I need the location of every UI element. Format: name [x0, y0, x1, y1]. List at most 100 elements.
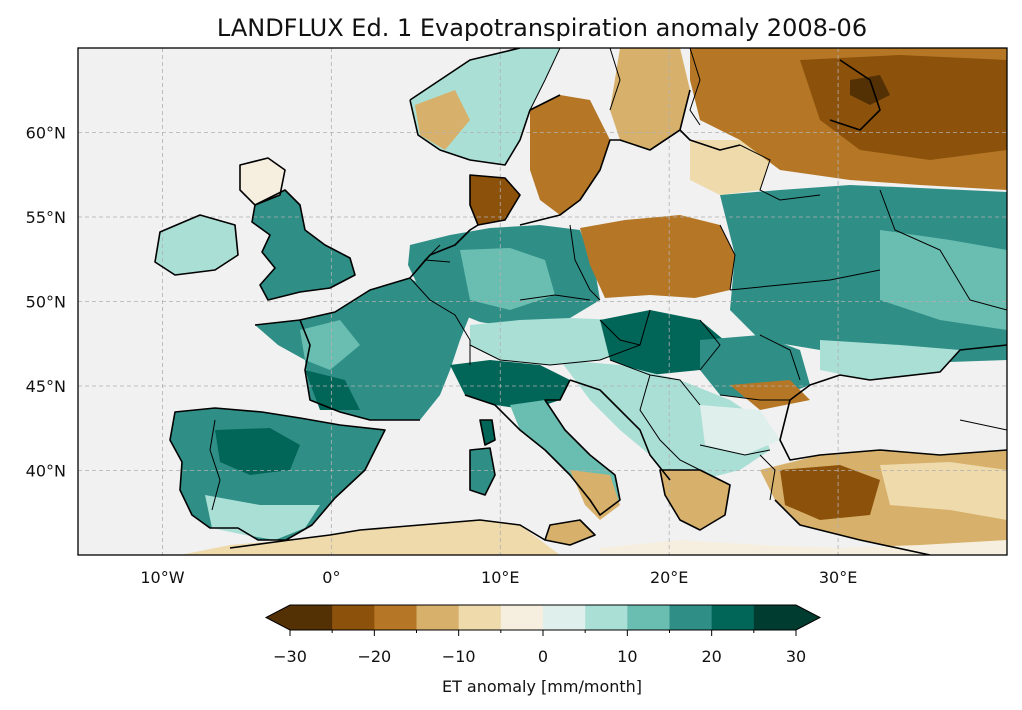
colorbar-tick-label: 10 [617, 647, 637, 666]
colorbar-bin [458, 605, 502, 630]
map-title: LANDFLUX Ed. 1 Evapotranspiration anomal… [217, 14, 867, 42]
ukraine-south [820, 340, 960, 380]
great-britain [252, 190, 355, 300]
coast-sardinia [469, 447, 496, 496]
finland [610, 48, 690, 150]
colorbar-extend-low [266, 605, 290, 630]
baltic-states [690, 140, 770, 195]
x-tick-label: 0° [322, 568, 340, 587]
colorbar-tick-label: 0 [538, 647, 548, 666]
coast-italy [464, 379, 621, 516]
coast-scotland [239, 157, 286, 206]
colorbar-bin [290, 605, 333, 630]
colorbar-extend-high [796, 605, 820, 630]
colorbar-bin [585, 605, 628, 630]
border-caucasus [959, 419, 1007, 431]
colorbar-tick-label: −10 [442, 647, 476, 666]
border-balkan-states [609, 359, 701, 471]
y-tick-label: 45°N [26, 377, 66, 396]
country-borders [209, 48, 1007, 511]
longitude-ticks: 10°W 0° 10°E 20°E 30°E [140, 568, 857, 587]
coast-ireland [154, 214, 239, 276]
y-tick-label: 50°N [26, 293, 66, 312]
border-spain-portugal [209, 419, 221, 511]
colorbar-bin [416, 605, 460, 630]
colorbar-tick-label: −30 [273, 647, 307, 666]
coast-norway [409, 48, 561, 166]
coast-corsica [479, 419, 496, 446]
anatolia-east [880, 462, 1007, 520]
border-benelux [409, 244, 451, 279]
colorbar-label: ET anomaly [mm/month] [442, 677, 642, 696]
russia-patch [850, 75, 890, 105]
colorbar-bin [753, 605, 797, 630]
x-tick-label: 30°E [819, 568, 857, 587]
border-hungary-romania [699, 319, 721, 371]
border-alps [469, 344, 641, 366]
border-ukraine-russia [879, 189, 1007, 311]
border-finland-russia [689, 48, 701, 126]
x-tick-label: 10°E [481, 568, 519, 587]
coast-finland [649, 89, 691, 151]
border-germany-poland [569, 224, 601, 301]
ireland [155, 215, 238, 275]
colorbar-bin [543, 605, 586, 630]
colorbar-bins [290, 605, 797, 630]
border-romania-bulgaria [719, 394, 790, 401]
france-west [300, 320, 360, 370]
north-africa [180, 520, 560, 555]
colorbar-tick-label: 20 [701, 647, 721, 666]
coastlines [154, 48, 1007, 555]
et-anomaly-field [155, 48, 1007, 555]
colorbar-bin [711, 605, 755, 630]
coast-adriatic [569, 379, 671, 481]
colorbar-ticks: −30 −20 −10 0 10 20 30 [273, 630, 806, 666]
colorbar-bin [627, 605, 670, 630]
y-tick-label: 40°N [26, 462, 66, 481]
border-sweden-finland [609, 48, 621, 111]
border-france-spain [339, 411, 395, 421]
coast-sicily [544, 519, 596, 546]
hungary [600, 310, 730, 375]
map-frame [77, 47, 1008, 556]
balkans [560, 360, 770, 480]
bulgaria [700, 405, 780, 455]
denmark [470, 175, 520, 225]
coast-great-britain [251, 189, 356, 301]
colorbar-tick-label: −20 [357, 647, 391, 666]
coast-turkey-south [774, 499, 931, 555]
anatolia-core [780, 465, 880, 520]
coast-iberia [169, 407, 386, 541]
x-tick-label: 10°W [140, 568, 184, 587]
y-tick-label: 55°N [26, 208, 66, 227]
border-belarus-ukraine [729, 269, 881, 291]
colorbar-bin [332, 605, 375, 630]
border-turkey [759, 454, 776, 501]
border-austria-hungary [599, 309, 651, 346]
colorbar-tick-label: 30 [786, 647, 806, 666]
map-panel: 10°W 0° 10°E 20°E 30°E 40°N 45°N 50°N 55°N 60°N [26, 47, 1008, 587]
colorbar-bin [374, 605, 417, 630]
iberia-core [215, 428, 300, 475]
germany-core [460, 248, 555, 310]
sardinia [470, 448, 495, 495]
latitude-ticks: 40°N 45°N 50°N 55°N 60°N [26, 124, 66, 481]
border-germany-czech [519, 294, 591, 301]
y-tick-label: 60°N [26, 124, 66, 143]
north-africa-east [600, 540, 1007, 555]
scotland [240, 158, 285, 205]
poland [580, 215, 735, 298]
coast-greece [659, 469, 731, 531]
alpine-region [470, 318, 640, 365]
border-baltic-russia [739, 144, 821, 201]
coast-black-sea [779, 344, 1007, 461]
coast-white-sea [829, 59, 881, 131]
sicily [545, 520, 595, 545]
italy-north [450, 360, 570, 410]
border-bulgaria-greece [699, 444, 771, 456]
border-norway-sweden [529, 48, 561, 111]
colorbar-bin [500, 605, 544, 630]
colorbar-bin [669, 605, 713, 630]
norway-south [415, 90, 470, 150]
